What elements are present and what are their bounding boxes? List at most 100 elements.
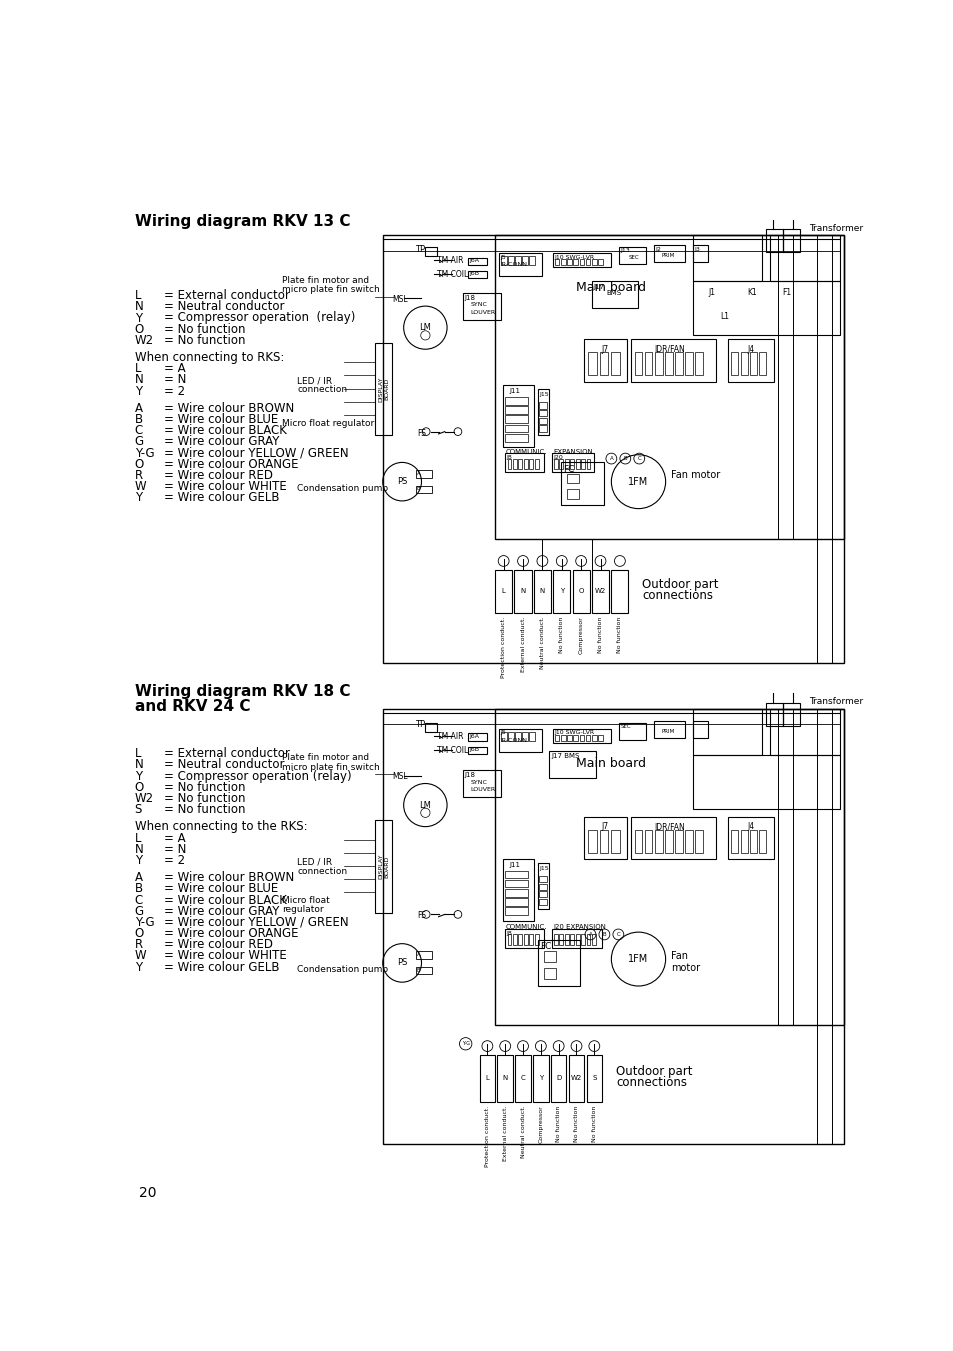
Text: J11: J11: [509, 389, 519, 394]
Text: = Wire colour GELB: = Wire colour GELB: [164, 492, 279, 504]
Bar: [644, 830, 652, 852]
Bar: [462, 293, 500, 320]
Bar: [375, 343, 392, 435]
Bar: [630, 339, 716, 381]
Text: BMS: BMS: [605, 290, 620, 296]
Bar: [505, 416, 528, 423]
Text: = External conductor: = External conductor: [164, 747, 290, 761]
Text: J15: J15: [538, 392, 548, 397]
Text: J17 BMS: J17 BMS: [550, 754, 578, 759]
Text: COMMUNIC.: COMMUNIC.: [505, 449, 546, 454]
Text: O: O: [134, 323, 144, 335]
Text: connections: connections: [641, 589, 713, 603]
Bar: [564, 935, 568, 946]
Text: W2: W2: [570, 1075, 581, 1081]
Text: Condensation pump: Condensation pump: [297, 484, 388, 493]
Text: = No function: = No function: [164, 781, 246, 794]
Text: N: N: [134, 758, 143, 771]
Bar: [468, 747, 487, 754]
Text: Y: Y: [559, 588, 563, 594]
Bar: [505, 453, 543, 473]
Text: Y: Y: [134, 312, 142, 324]
Text: Plate fin motor and: Plate fin motor and: [282, 276, 369, 285]
Text: J8: J8: [506, 931, 512, 936]
Text: micro plate fin switch: micro plate fin switch: [282, 285, 379, 295]
Text: Main board: Main board: [576, 758, 646, 770]
Bar: [634, 830, 641, 852]
Text: 1FM: 1FM: [628, 954, 648, 965]
Bar: [592, 570, 608, 612]
Text: = A: = A: [164, 832, 186, 844]
Text: PS: PS: [396, 477, 407, 486]
Bar: [515, 1055, 530, 1101]
Text: No function: No function: [558, 616, 563, 653]
Text: External conduct.: External conduct.: [520, 616, 525, 671]
Text: motor: motor: [670, 963, 700, 973]
Text: = No function: = No function: [164, 792, 246, 805]
Text: N: N: [502, 1075, 507, 1081]
Bar: [538, 426, 546, 431]
Text: J15: J15: [538, 866, 548, 871]
Bar: [592, 259, 596, 265]
Bar: [570, 458, 574, 469]
Text: J6B: J6B: [469, 272, 479, 277]
Text: G: G: [134, 435, 144, 449]
Text: Y: Y: [134, 385, 142, 397]
Text: Protection conduct.: Protection conduct.: [484, 1105, 489, 1167]
Text: J6B: J6B: [469, 747, 479, 753]
Bar: [468, 258, 487, 265]
Bar: [554, 458, 558, 469]
Bar: [579, 735, 583, 742]
Text: connection: connection: [297, 867, 347, 875]
Bar: [583, 816, 626, 859]
Text: Fan: Fan: [670, 951, 687, 962]
Bar: [543, 951, 555, 962]
Bar: [479, 1055, 495, 1101]
Text: A: A: [416, 952, 420, 957]
Text: J4: J4: [746, 821, 753, 831]
Bar: [731, 353, 738, 376]
Text: S: S: [134, 802, 142, 816]
Bar: [538, 898, 546, 905]
Bar: [692, 246, 707, 262]
Bar: [684, 830, 692, 852]
Bar: [553, 253, 611, 267]
Text: Micro float regulator: Micro float regulator: [282, 419, 374, 427]
Text: LOUVER: LOUVER: [470, 309, 495, 315]
Bar: [664, 830, 672, 852]
Text: = Wire colour BROWN: = Wire colour BROWN: [164, 403, 294, 415]
Bar: [550, 1055, 566, 1101]
Bar: [567, 735, 571, 742]
Text: FC: FC: [539, 942, 551, 951]
Bar: [507, 935, 511, 946]
Text: SEC: SEC: [620, 724, 631, 730]
Text: = Wire colour WHITE: = Wire colour WHITE: [164, 480, 287, 493]
Text: Wiring diagram RKV 18 C: Wiring diagram RKV 18 C: [134, 684, 350, 700]
Text: S: S: [592, 1075, 596, 1081]
Text: N: N: [134, 300, 143, 313]
Bar: [534, 935, 537, 946]
Bar: [538, 884, 546, 890]
Text: W2: W2: [595, 588, 605, 594]
Bar: [508, 257, 513, 265]
Text: L: L: [485, 1075, 489, 1081]
Text: IR-CONN: IR-CONN: [500, 262, 527, 267]
Text: = 2: = 2: [164, 385, 185, 397]
Text: PRIM: PRIM: [661, 728, 675, 734]
Text: TM COIL: TM COIL: [436, 746, 468, 755]
Bar: [573, 259, 578, 265]
Bar: [521, 257, 527, 265]
Text: B: B: [416, 486, 420, 492]
Bar: [759, 830, 765, 852]
Bar: [555, 259, 558, 265]
Text: J11: J11: [509, 862, 519, 869]
Text: No function: No function: [591, 1105, 597, 1142]
Text: J8: J8: [506, 455, 512, 459]
Text: L: L: [134, 289, 141, 303]
Text: B: B: [416, 967, 420, 973]
Text: TP: TP: [415, 720, 425, 730]
Bar: [537, 940, 579, 986]
Text: W2: W2: [134, 792, 153, 805]
Bar: [654, 353, 661, 376]
Text: J20: J20: [553, 455, 562, 459]
